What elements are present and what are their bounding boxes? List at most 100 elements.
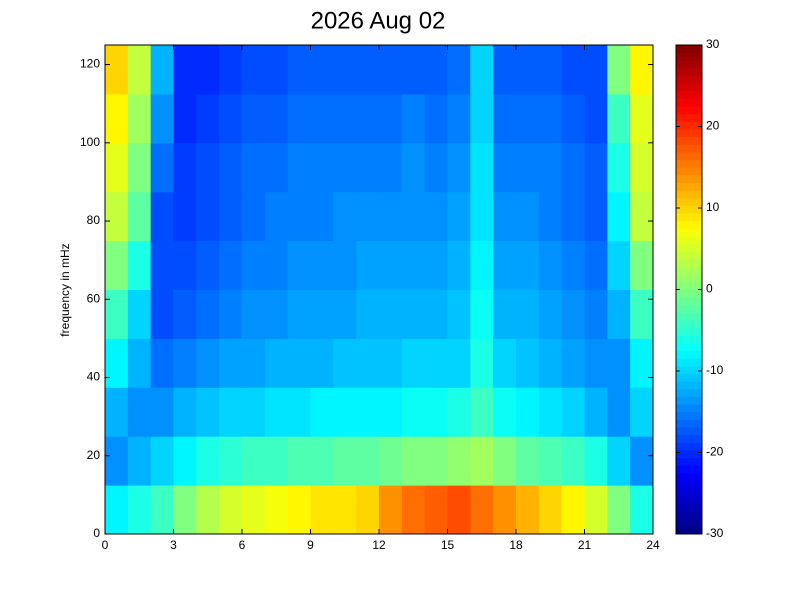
- heatmap-cell: [447, 338, 471, 388]
- heatmap-cell: [264, 45, 289, 95]
- colorbar-swatch: [676, 480, 702, 489]
- colorbar-swatch: [676, 503, 702, 512]
- heatmap-cell: [584, 240, 608, 290]
- heatmap-cell: [242, 289, 266, 339]
- heatmap-cell: [538, 289, 563, 339]
- heatmap-cell: [150, 240, 174, 290]
- colorbar-swatch: [676, 121, 702, 130]
- heatmap-cell: [470, 436, 494, 486]
- heatmap-cell: [173, 387, 197, 437]
- colorbar-swatch: [676, 52, 702, 61]
- heatmap-cell: [630, 142, 654, 193]
- heatmap-cell: [196, 45, 220, 95]
- colorbar-tick-label: 20: [706, 119, 720, 133]
- heatmap-cell: [127, 45, 152, 95]
- heatmap-cell: [356, 240, 380, 290]
- heatmap-cell: [264, 93, 289, 144]
- colorbar-swatch: [676, 518, 702, 527]
- colorbar-swatch: [676, 90, 702, 99]
- colorbar-swatch: [676, 312, 702, 321]
- heatmap-cell: [493, 142, 517, 193]
- colorbar-swatch: [676, 381, 702, 390]
- heatmap-cell: [173, 436, 197, 486]
- heatmap-cell: [424, 436, 448, 486]
- colorbar-swatch: [676, 442, 702, 451]
- heatmap-cell: [127, 240, 152, 290]
- heatmap-cell: [105, 436, 129, 486]
- heatmap-cell: [310, 387, 334, 437]
- heatmap-cell: [196, 387, 220, 437]
- colorbar-swatch: [676, 342, 702, 352]
- colorbar-tick-label: -10: [706, 363, 724, 377]
- heatmap-cell: [447, 436, 471, 486]
- colorbar-swatch: [676, 304, 702, 313]
- heatmap-cell: [607, 485, 631, 535]
- heatmap-cell: [561, 338, 585, 388]
- heatmap-cell: [127, 93, 152, 144]
- heatmap-cell: [333, 45, 357, 95]
- heatmap-cell: [470, 240, 494, 290]
- colorbar-swatch: [676, 297, 702, 306]
- heatmap-cell: [584, 387, 608, 437]
- heatmap-cell: [401, 142, 426, 193]
- heatmap-cell: [401, 387, 426, 437]
- heatmap-cell: [219, 191, 243, 242]
- heatmap-cell: [447, 289, 471, 339]
- heatmap-cell: [584, 289, 608, 339]
- heatmap-cell: [470, 191, 494, 242]
- heatmap-cell: [424, 240, 448, 290]
- colorbar-swatch: [676, 396, 702, 405]
- heatmap-cell: [424, 93, 448, 144]
- colorbar-swatch: [676, 159, 702, 168]
- colorbar-swatch: [676, 98, 702, 107]
- heatmap-cell: [607, 338, 631, 388]
- heatmap-cell: [242, 387, 266, 437]
- heatmap-cell: [584, 485, 608, 535]
- colorbar-tick-label: 0: [706, 282, 713, 296]
- heatmap-cell: [401, 93, 426, 144]
- heatmap-cell: [493, 45, 517, 95]
- heatmap-cell: [379, 436, 403, 486]
- heatmap-cell: [264, 240, 289, 290]
- heatmap-cell: [150, 142, 174, 193]
- heatmap-cell: [470, 289, 494, 339]
- heatmap-cell: [607, 142, 631, 193]
- heatmap-cell: [356, 436, 380, 486]
- heatmap-cell: [105, 45, 129, 95]
- heatmap-cell: [196, 338, 220, 388]
- heatmap-cell: [379, 240, 403, 290]
- heatmap-cell: [196, 485, 220, 535]
- colorbar-swatch: [676, 373, 702, 382]
- heatmap-cell: [333, 191, 357, 242]
- y-tick-label: 100: [80, 135, 100, 149]
- heatmap-cell: [105, 240, 129, 290]
- colorbar-swatch: [676, 289, 702, 298]
- heatmap-cell: [447, 93, 471, 144]
- heatmap-cell: [516, 45, 540, 95]
- heatmap-cell: [264, 338, 289, 388]
- heatmap-cell: [379, 485, 403, 535]
- colorbar-tick-label: 10: [706, 200, 720, 214]
- y-tick-label: 20: [87, 448, 101, 462]
- heatmap-cell: [538, 240, 563, 290]
- heatmap-cell: [333, 93, 357, 144]
- heatmap-cell: [470, 45, 494, 95]
- heatmap-cell: [538, 485, 563, 535]
- colorbar-swatch: [676, 136, 702, 145]
- heatmap-cell: [264, 142, 289, 193]
- heatmap-cell: [607, 436, 631, 486]
- heatmap-cell: [584, 191, 608, 242]
- heatmap-cell: [242, 240, 266, 290]
- heatmap-cell: [264, 191, 289, 242]
- heatmap-cell: [379, 387, 403, 437]
- colorbar-swatch: [676, 243, 702, 252]
- colorbar-swatch: [676, 365, 702, 375]
- colorbar-swatch: [676, 320, 702, 329]
- heatmap-cell: [356, 387, 380, 437]
- y-tick-label: 40: [87, 370, 101, 384]
- colorbar-swatch: [676, 350, 702, 359]
- heatmap-cell: [127, 191, 152, 242]
- colorbar-swatch: [676, 167, 702, 176]
- heatmap-cell: [333, 289, 357, 339]
- heatmap-cell: [447, 240, 471, 290]
